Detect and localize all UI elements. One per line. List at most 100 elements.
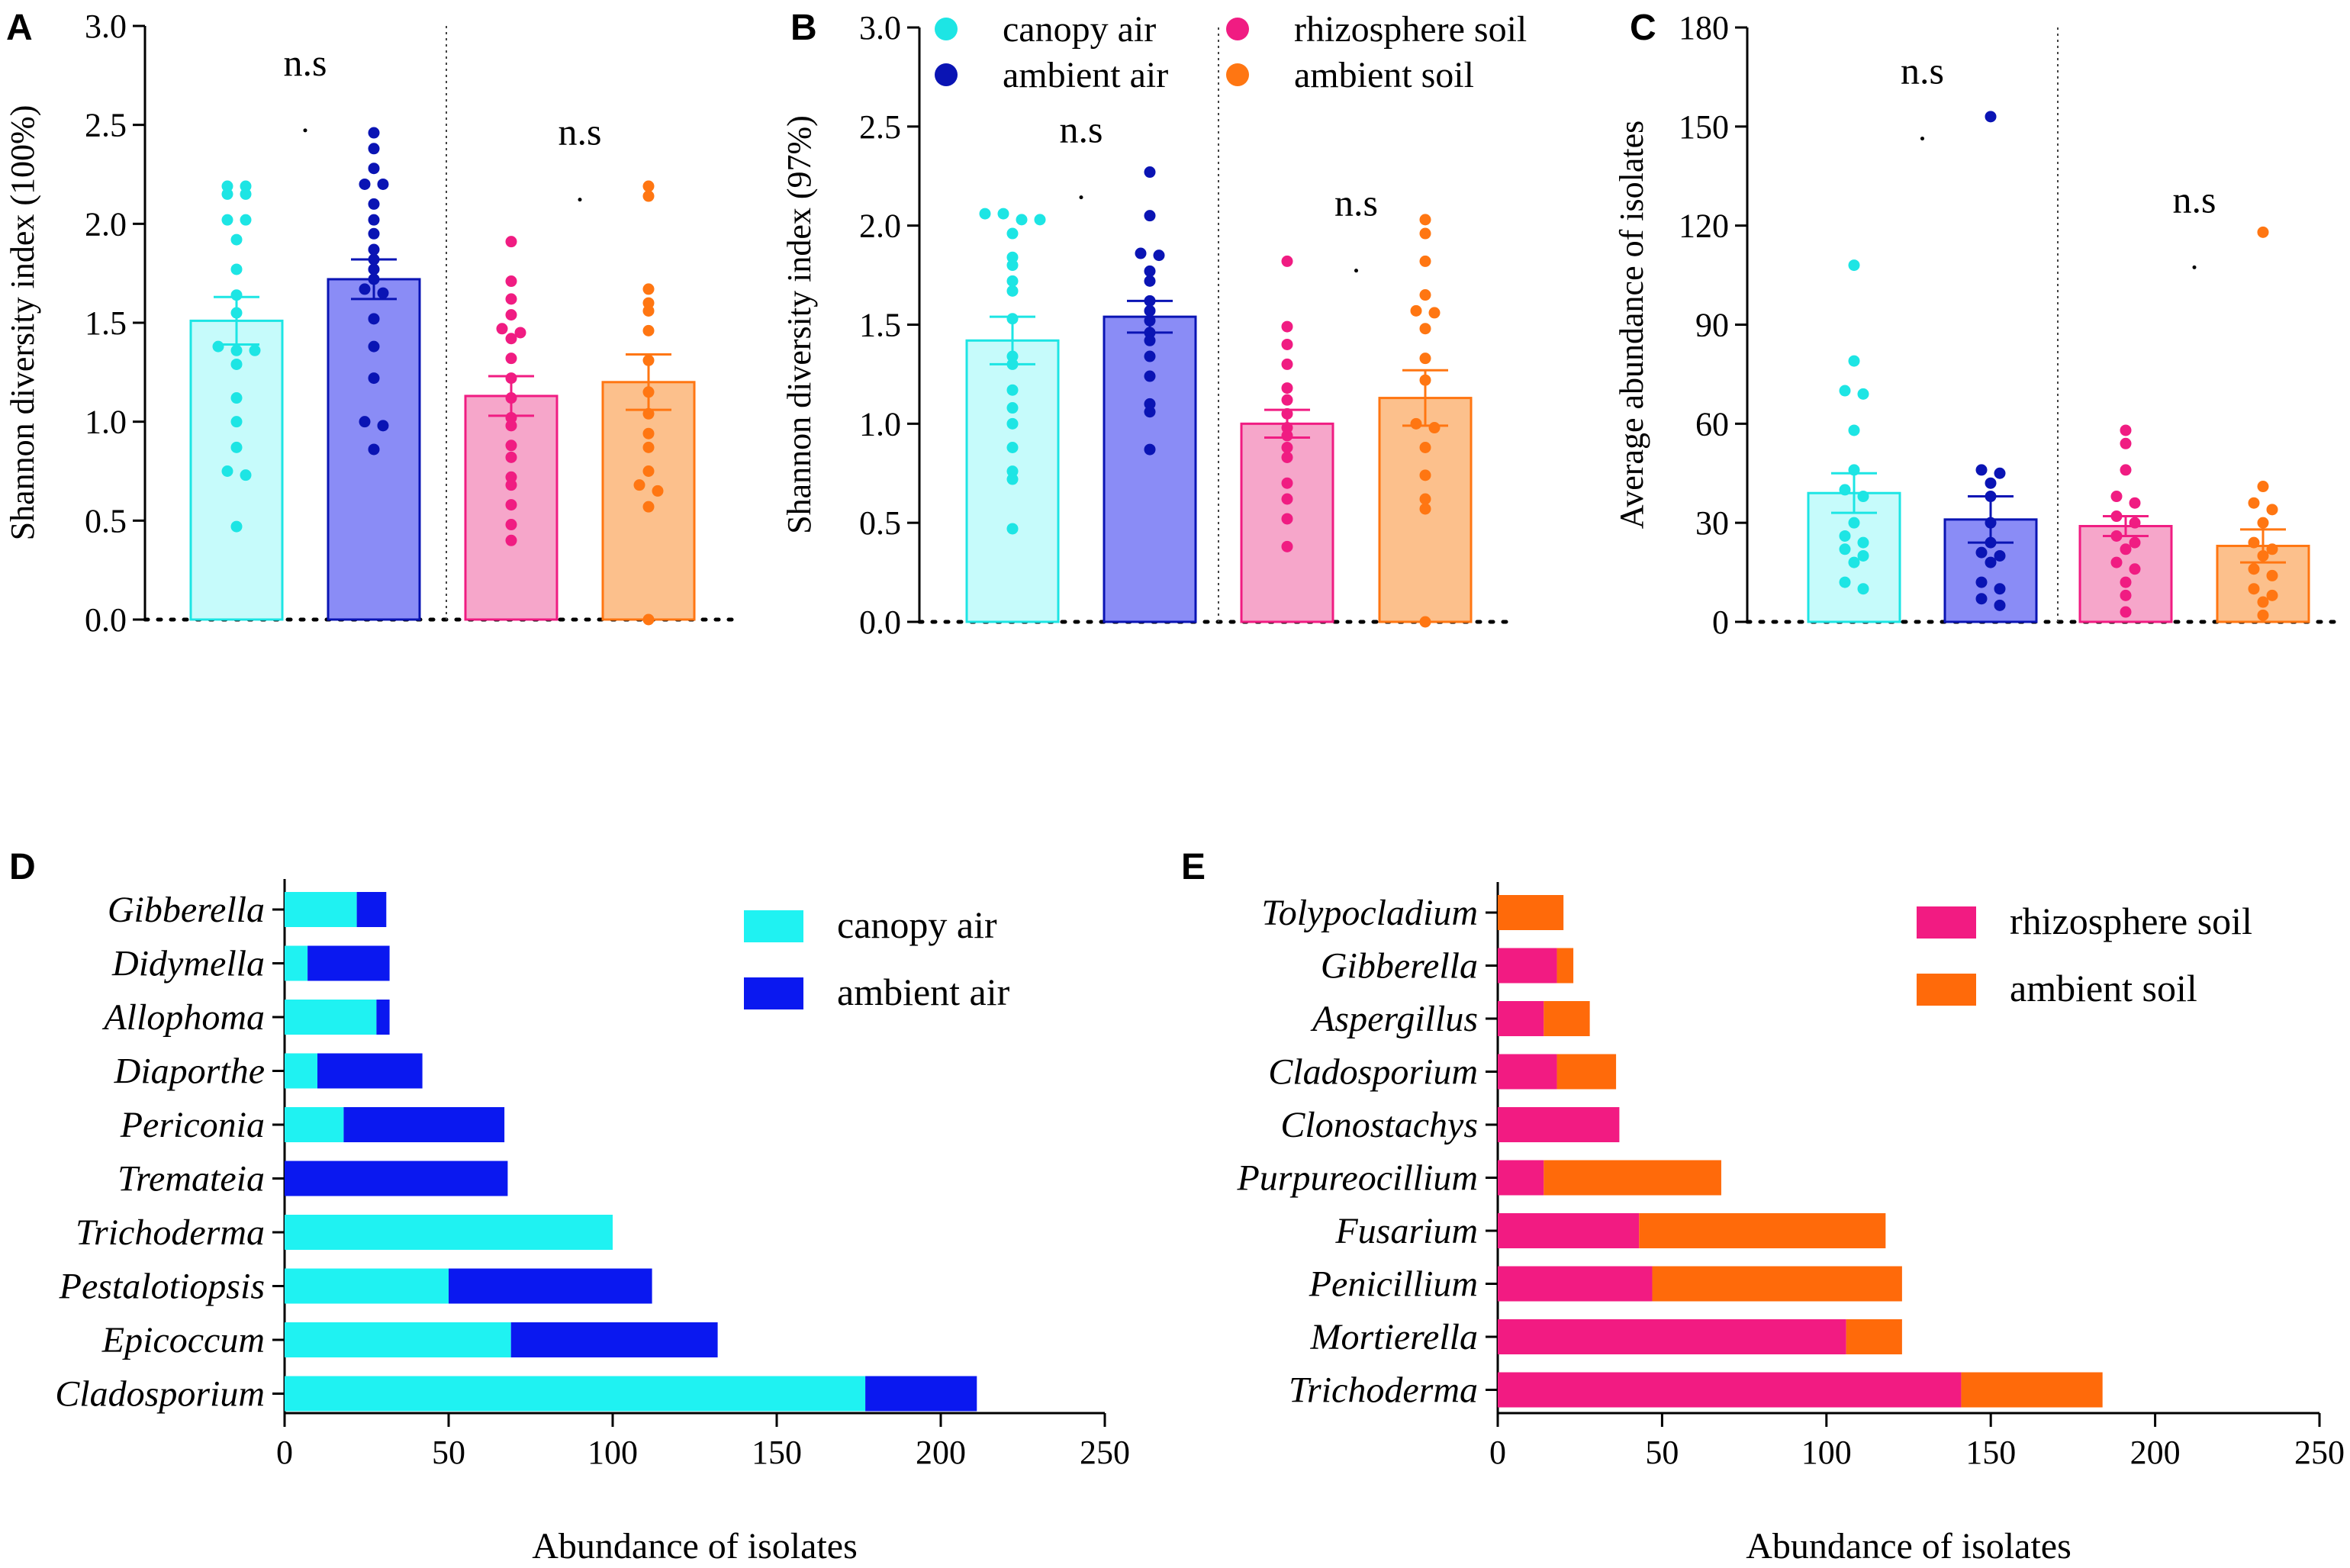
bar-ambient-soil	[601, 381, 696, 621]
data-point	[1985, 556, 1997, 568]
category-label-epicoccum: Epicoccum	[101, 1320, 265, 1360]
bar-segment-rhizosphere-soil	[1498, 1001, 1544, 1036]
y-tick-label: 0.5	[85, 502, 127, 539]
data-point	[1016, 214, 1028, 226]
legend-swatch-rhizosphere-soil	[1917, 906, 1976, 939]
data-point	[1281, 382, 1293, 394]
data-point	[2129, 536, 2141, 549]
data-point	[2120, 576, 2132, 588]
data-point	[1985, 477, 1997, 489]
data-point	[1994, 599, 2006, 611]
data-point	[2120, 589, 2132, 601]
data-point	[2120, 437, 2132, 449]
data-point	[1419, 441, 1431, 453]
panel-letter: C	[1630, 8, 1656, 48]
data-point	[1135, 247, 1147, 259]
y-tick-label: 2.0	[859, 208, 901, 245]
bar-segment-ambient-soil	[1556, 1054, 1617, 1090]
data-point	[1006, 227, 1019, 240]
data-point	[368, 163, 380, 175]
significance-label: n.s	[1334, 182, 1378, 224]
data-point	[368, 143, 380, 155]
data-point	[2257, 596, 2269, 608]
x-tick-label: 100	[1801, 1434, 1852, 1471]
data-point	[1281, 540, 1293, 552]
data-point	[1144, 210, 1156, 222]
x-tick-label: 200	[916, 1434, 966, 1471]
panel-c: C 0 30 60 90 120 150 180 Average abundance of is…	[1613, 8, 2337, 641]
data-point	[1410, 304, 1422, 317]
data-point	[359, 178, 371, 190]
data-point	[1281, 513, 1293, 525]
data-point	[1144, 295, 1156, 307]
data-point	[230, 358, 243, 370]
data-point	[505, 439, 517, 452]
x-tick-label: 0	[1489, 1434, 1506, 1471]
data-point	[1281, 430, 1293, 442]
bar-segment-ambient-air	[376, 1000, 390, 1035]
panel-d: D 0 50 100 150 200 250 Abundance of isolates Gib…	[9, 847, 1130, 1566]
legend-label-rhizosphere-soil: rhizosphere soil	[1294, 9, 1527, 50]
significance-dot	[2192, 265, 2197, 269]
data-point	[230, 307, 243, 319]
panel-letter: B	[790, 8, 817, 48]
data-point	[642, 386, 655, 398]
data-point	[1410, 417, 1422, 430]
bar-segment-canopy-air	[285, 1107, 344, 1142]
data-point	[642, 501, 655, 513]
significance-dot	[578, 198, 582, 202]
category-label-clonostachys: Clonostachys	[1280, 1105, 1478, 1145]
legend: canopy air ambient air	[744, 903, 1010, 1013]
legend-swatch-ambient-air	[744, 977, 803, 1009]
data-point	[2129, 517, 2141, 529]
significance-label: n.s	[2173, 178, 2216, 221]
data-point	[359, 416, 371, 428]
data-point	[505, 333, 517, 345]
data-point	[2257, 609, 2269, 621]
data-point	[642, 283, 655, 295]
data-point	[1144, 275, 1156, 287]
bar-segment-rhizosphere-soil	[1498, 948, 1557, 984]
bar-segment-rhizosphere-soil	[1498, 1054, 1557, 1090]
category-label-purpureocillium: Purpureocillium	[1236, 1158, 1478, 1199]
data-point	[2257, 481, 2269, 493]
data-point	[1857, 583, 1869, 595]
data-point	[1006, 402, 1019, 414]
data-point	[368, 253, 380, 266]
data-point	[1144, 443, 1156, 456]
legend: rhizosphere soil ambient soil	[1917, 900, 2252, 1009]
data-point	[2257, 517, 2269, 529]
y-tick-label: 60	[1695, 405, 1729, 443]
data-point	[505, 411, 517, 423]
data-point	[1848, 259, 1860, 272]
data-point	[1419, 616, 1431, 628]
data-point	[240, 180, 252, 192]
data-point	[221, 465, 233, 477]
data-point	[633, 479, 645, 491]
bar-segment-canopy-air	[285, 1000, 377, 1035]
panel-letter: D	[9, 847, 36, 887]
legend: canopy air ambient air rhizosphere soil amb…	[935, 9, 1527, 95]
data-point	[1419, 214, 1431, 226]
data-point	[377, 420, 389, 432]
bar-segment-canopy-air	[285, 1053, 317, 1089]
data-point	[1839, 543, 1851, 555]
data-point	[368, 273, 380, 285]
data-point	[1985, 536, 1997, 549]
data-point	[2257, 549, 2269, 562]
y-axis-label: Average abundance of isolates	[1613, 121, 1650, 530]
data-point	[368, 372, 380, 385]
data-point	[1034, 214, 1046, 226]
y-axis-label: Shannon diversity index (100%)	[4, 105, 41, 541]
data-point	[505, 353, 517, 365]
data-point	[1281, 441, 1293, 453]
data-point	[230, 441, 243, 453]
data-point	[249, 344, 261, 356]
bar-segment-ambient-air	[449, 1268, 652, 1304]
data-point	[2110, 530, 2123, 542]
category-label-gibberella: Gibberella	[108, 890, 265, 930]
data-point	[1857, 491, 1869, 503]
significance-dot	[303, 128, 307, 133]
bar-segment-rhizosphere-soil	[1498, 1372, 1962, 1408]
data-point	[221, 214, 233, 226]
